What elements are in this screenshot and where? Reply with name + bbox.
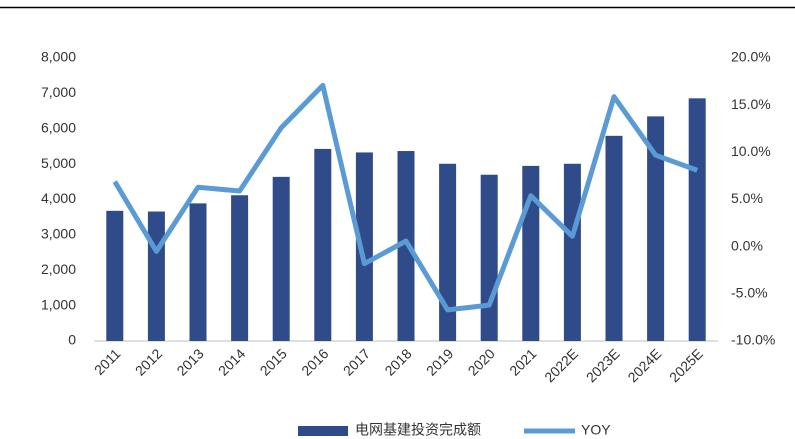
bar <box>147 211 165 341</box>
y2-tick-label: -10.0% <box>731 332 775 348</box>
x-tick-label: 2021 <box>506 345 539 378</box>
x-tick-label: 2012 <box>132 345 165 378</box>
x-tick-label: 2016 <box>298 345 331 378</box>
x-tick-label: 2015 <box>257 345 290 378</box>
x-tick-label: 2025E <box>666 345 706 385</box>
bar <box>272 176 290 341</box>
x-tick-label: 2020 <box>465 345 498 378</box>
bar <box>480 174 498 341</box>
y-tick-label: 6,000 <box>41 119 76 135</box>
x-tick-label: 2014 <box>215 345 248 378</box>
legend-swatch <box>298 426 348 436</box>
y2-tick-label: -5.0% <box>731 285 768 301</box>
y-tick-label: 3,000 <box>41 226 76 242</box>
x-tick-label: 2018 <box>381 345 414 378</box>
bar <box>688 98 706 341</box>
bar <box>355 152 373 341</box>
y-tick-label: 7,000 <box>41 84 76 100</box>
y-tick-label: 4,000 <box>41 190 76 206</box>
legend-label: 电网基建投资完成额 <box>355 422 481 438</box>
y2-tick-label: 10.0% <box>731 143 771 159</box>
x-tick-label: 2013 <box>173 345 206 378</box>
y-tick-label: 1,000 <box>41 296 76 312</box>
y-tick-label: 0 <box>68 332 76 348</box>
y-tick-label: 5,000 <box>41 155 76 171</box>
y-tick-label: 2,000 <box>41 261 76 277</box>
x-tick-label: 2011 <box>91 345 124 378</box>
y2-tick-label: 5.0% <box>731 190 763 206</box>
bar <box>189 203 207 341</box>
bar <box>106 210 124 341</box>
bar <box>439 163 457 341</box>
bar <box>563 163 581 341</box>
bar <box>314 148 332 341</box>
x-tick-label: 2019 <box>423 345 456 378</box>
y2-tick-label: 15.0% <box>731 96 771 112</box>
y-tick-label: 8,000 <box>41 49 76 65</box>
bar <box>647 116 665 342</box>
bar <box>397 151 415 341</box>
x-tick-label: 2024E <box>624 345 664 385</box>
bar <box>605 135 623 341</box>
x-tick-label: 2023E <box>583 345 623 385</box>
x-tick-label: 2017 <box>340 345 373 378</box>
y2-tick-label: 20.0% <box>731 49 771 65</box>
line <box>112 82 699 313</box>
bar <box>231 195 249 341</box>
bar <box>522 165 540 341</box>
y2-tick-label: 0.0% <box>731 237 763 253</box>
legend-label: YOY <box>581 422 611 438</box>
x-tick-label: 2022E <box>541 345 581 385</box>
